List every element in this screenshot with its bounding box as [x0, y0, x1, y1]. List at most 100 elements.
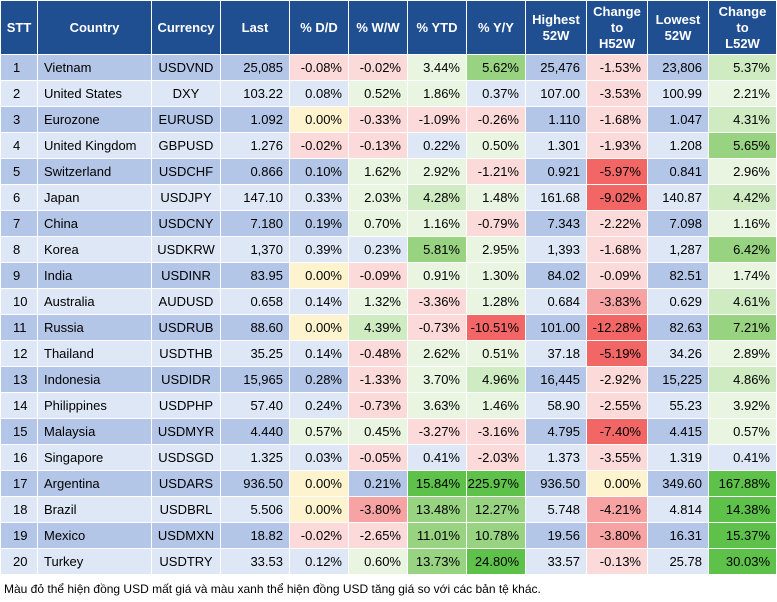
- cell-dd: 0.24%: [289, 392, 349, 419]
- cell-l52: 0.629: [647, 288, 709, 315]
- cell-yy: 24.80%: [466, 548, 526, 575]
- cell-country: India: [37, 262, 152, 289]
- cell-ch52: -3.53%: [586, 80, 648, 107]
- cell-ww: 0.23%: [348, 236, 408, 263]
- cell-ww: -1.33%: [348, 366, 408, 393]
- cell-stt: 6: [0, 184, 38, 211]
- cell-ytd: 4.28%: [407, 184, 467, 211]
- cell-dd: 0.19%: [289, 210, 349, 237]
- table-row: 10 Australia AUDUSD 0.658 0.14% 1.32% -3.36% 1.…: [0, 288, 777, 315]
- header-row: STT Country Currency Last% D/D% W/W% YTD% Y…: [0, 0, 777, 55]
- table-row: 14 Philippines USDPHP 57.40 0.24% -0.73% 3.63%…: [0, 392, 777, 419]
- cell-ww: 0.21%: [348, 470, 408, 497]
- cell-country: Brazil: [37, 496, 152, 523]
- cell-l52: 0.841: [647, 158, 709, 185]
- cell-cl52: 6.42%: [708, 236, 777, 263]
- cell-h52: 0.921: [525, 158, 587, 185]
- cell-cl52: 1.16%: [708, 210, 777, 237]
- cell-stt: 4: [0, 132, 38, 159]
- cell-currency: USDSGD: [151, 444, 221, 471]
- cell-ch52: -1.93%: [586, 132, 648, 159]
- cell-ww: 0.70%: [348, 210, 408, 237]
- cell-stt: 16: [0, 444, 38, 471]
- cell-country: Japan: [37, 184, 152, 211]
- cell-country: United States: [37, 80, 152, 107]
- column-header-ch52: Change to H52W: [586, 0, 648, 55]
- cell-stt: 14: [0, 392, 38, 419]
- cell-h52: 16,445: [525, 366, 587, 393]
- cell-cl52: 167.88%: [708, 470, 777, 497]
- cell-l52: 1.047: [647, 106, 709, 133]
- column-header-ytd: % YTD: [407, 0, 467, 55]
- cell-ch52: 0.00%: [586, 470, 648, 497]
- cell-h52: 0.684: [525, 288, 587, 315]
- cell-h52: 101.00: [525, 314, 587, 341]
- cell-h52: 1.110: [525, 106, 587, 133]
- cell-stt: 19: [0, 522, 38, 549]
- cell-stt: 2: [0, 80, 38, 107]
- table-row: 17 Argentina USDARS 936.50 0.00% 0.21% 15.84% 2…: [0, 470, 777, 497]
- table-row: 20 Turkey USDTRY 33.53 0.12% 0.60% 13.73% 24.80…: [0, 548, 777, 575]
- cell-dd: -0.08%: [289, 54, 349, 81]
- cell-h52: 7.343: [525, 210, 587, 237]
- cell-dd: 0.00%: [289, 470, 349, 497]
- cell-country: Singapore: [37, 444, 152, 471]
- column-header-yy: % Y/Y: [466, 0, 526, 55]
- cell-currency: USDRUB: [151, 314, 221, 341]
- cell-dd: 0.08%: [289, 80, 349, 107]
- cell-last: 4.440: [220, 418, 290, 445]
- cell-yy: -3.16%: [466, 418, 526, 445]
- cell-l52: 100.99: [647, 80, 709, 107]
- cell-last: 7.180: [220, 210, 290, 237]
- cell-l52: 1,287: [647, 236, 709, 263]
- cell-ytd: 0.91%: [407, 262, 467, 289]
- cell-l52: 4.814: [647, 496, 709, 523]
- cell-ch52: -9.02%: [586, 184, 648, 211]
- cell-ww: -0.13%: [348, 132, 408, 159]
- cell-cl52: 3.92%: [708, 392, 777, 419]
- cell-yy: -10.51%: [466, 314, 526, 341]
- table-row: 7 China USDCNY 7.180 0.19% 0.70% 1.16% -0.79% 7.…: [0, 210, 777, 237]
- cell-currency: USDIDR: [151, 366, 221, 393]
- table-header: STT Country Currency Last% D/D% W/W% YTD% Y…: [0, 0, 777, 55]
- cell-last: 33.53: [220, 548, 290, 575]
- cell-currency: DXY: [151, 80, 221, 107]
- cell-ytd: 3.70%: [407, 366, 467, 393]
- column-header-h52: Highest 52W: [525, 0, 587, 55]
- cell-ch52: -2.55%: [586, 392, 648, 419]
- cell-ch52: -1.68%: [586, 236, 648, 263]
- cell-h52: 5.748: [525, 496, 587, 523]
- table-row: 18 Brazil USDBRL 5.506 0.00% -3.80% 13.48% 12.2…: [0, 496, 777, 523]
- table-row: 4 United Kingdom GBPUSD 1.276 -0.02% -0.13% 0.…: [0, 132, 777, 159]
- cell-yy: 1.28%: [466, 288, 526, 315]
- cell-dd: 0.39%: [289, 236, 349, 263]
- cell-ww: 1.32%: [348, 288, 408, 315]
- cell-ch52: -3.55%: [586, 444, 648, 471]
- cell-country: Turkey: [37, 548, 152, 575]
- cell-cl52: 5.37%: [708, 54, 777, 81]
- cell-l52: 349.60: [647, 470, 709, 497]
- cell-ww: -0.02%: [348, 54, 408, 81]
- cell-currency: USDCNY: [151, 210, 221, 237]
- cell-dd: 0.00%: [289, 496, 349, 523]
- cell-l52: 16.31: [647, 522, 709, 549]
- cell-l52: 7.098: [647, 210, 709, 237]
- table-row: 9 India USDINR 83.95 0.00% -0.09% 0.91% 1.30% 84…: [0, 262, 777, 289]
- cell-currency: USDMXN: [151, 522, 221, 549]
- cell-dd: 0.14%: [289, 340, 349, 367]
- cell-currency: USDKRW: [151, 236, 221, 263]
- cell-ytd: -1.09%: [407, 106, 467, 133]
- table-row: 12 Thailand USDTHB 35.25 0.14% -0.48% 2.62% 0.5…: [0, 340, 777, 367]
- cell-ch52: -5.97%: [586, 158, 648, 185]
- cell-h52: 33.57: [525, 548, 587, 575]
- cell-currency: USDARS: [151, 470, 221, 497]
- cell-stt: 20: [0, 548, 38, 575]
- cell-cl52: 1.74%: [708, 262, 777, 289]
- cell-yy: 0.37%: [466, 80, 526, 107]
- table-row: 8 Korea USDKRW 1,370 0.39% 0.23% 5.81% 2.95% 1,3…: [0, 236, 777, 263]
- cell-ch52: -12.28%: [586, 314, 648, 341]
- cell-stt: 5: [0, 158, 38, 185]
- cell-country: Thailand: [37, 340, 152, 367]
- cell-last: 25,085: [220, 54, 290, 81]
